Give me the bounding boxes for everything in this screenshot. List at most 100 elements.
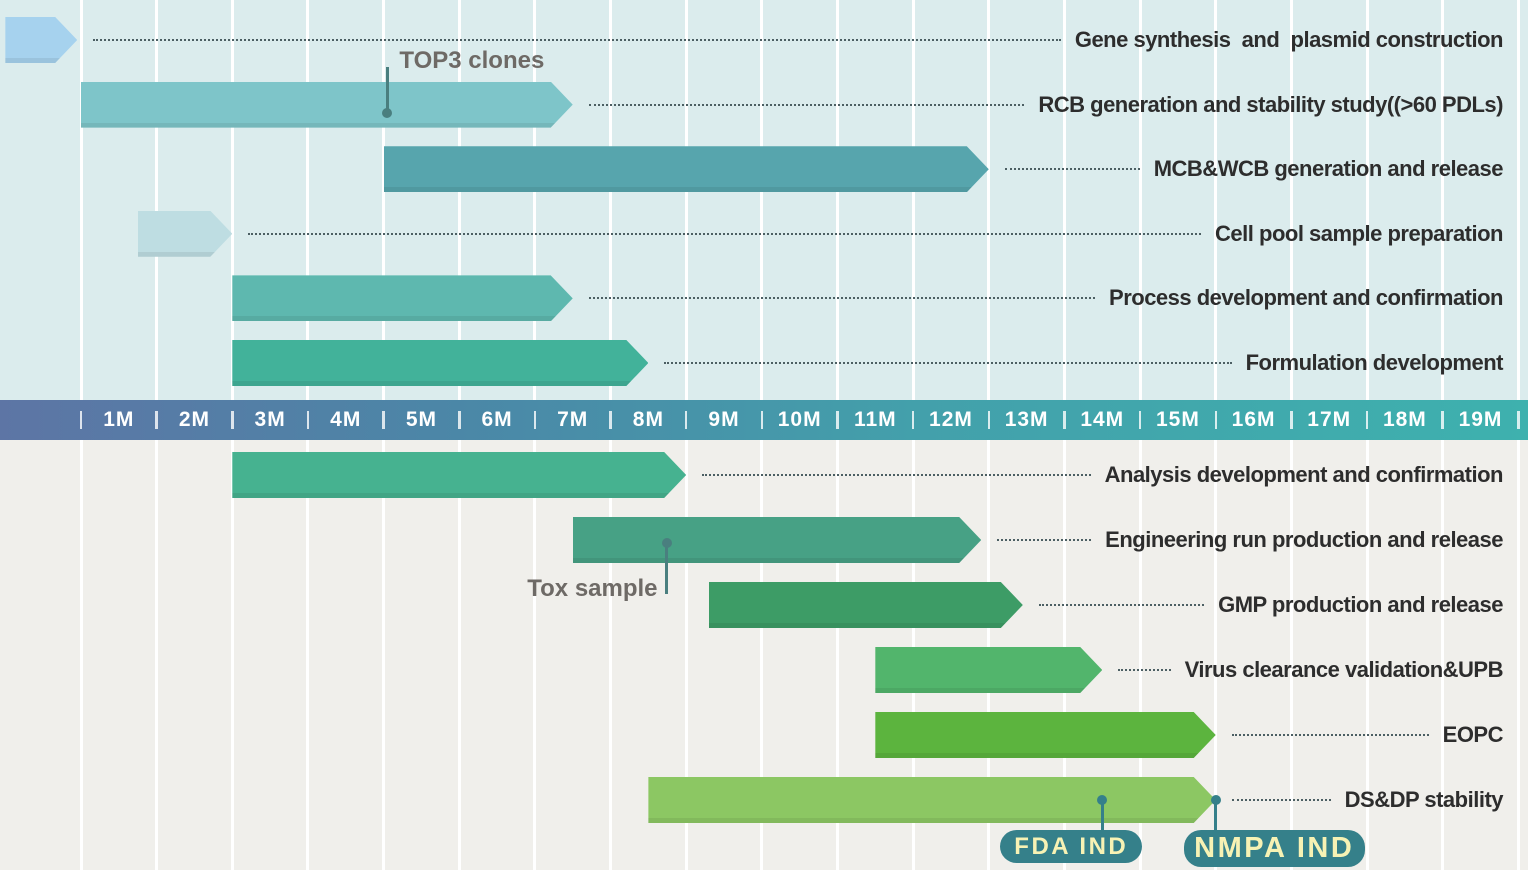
gridline <box>155 440 159 870</box>
month-label-1m: 1M <box>103 408 135 431</box>
milestone-fda-ind: FDA IND <box>1000 830 1143 863</box>
month-label-3m: 3M <box>254 408 286 431</box>
leader-dotted-line <box>248 232 1202 235</box>
task-label-rcb-generation-and-stability-study-60-pd: RCB generation and stability study((>60 … <box>1038 91 1503 117</box>
gridline <box>382 440 386 870</box>
gridline <box>230 440 234 870</box>
month-label-18m: 18M <box>1382 408 1427 431</box>
task-row-mcb-wcb-generation-and-release: MCB&WCB generation and release <box>1004 154 1504 184</box>
task-bar-cell-pool-sample-preparation <box>138 211 233 257</box>
annotation-tox-sample: Tox sample <box>527 575 658 602</box>
task-bar-process-development-and-confirmation <box>232 275 572 321</box>
gridline <box>609 0 613 400</box>
month-label-10m: 10M <box>777 408 822 431</box>
gridline <box>684 0 688 400</box>
task-row-ds-dp-stability: DS&DP stability <box>1231 785 1504 815</box>
month-axis: 1M 2M 3M 4M 5M 6M 7M 8M 9M 10M 11M 12M 13M 14M 15M 16M 1… <box>0 400 1528 440</box>
gridline <box>1516 0 1520 400</box>
task-label-eopc: EOPC <box>1442 722 1504 747</box>
leader-dotted-line <box>93 39 1061 41</box>
top-section-background <box>0 0 1528 400</box>
gridline <box>306 0 310 400</box>
milestone-nmpa-ind: NMPA IND <box>1183 830 1365 867</box>
month-tick <box>382 411 385 429</box>
task-row-eopc: EOPC <box>1231 720 1504 750</box>
annotation-connector-dot <box>661 538 672 548</box>
leader-dotted-line <box>1231 799 1331 801</box>
gridline <box>1365 0 1369 400</box>
gridline <box>79 440 83 870</box>
task-bar-analysis-development-and-confirmation <box>232 452 686 498</box>
task-label-cell-pool-sample-preparation: Cell pool sample preparation <box>1215 220 1503 246</box>
task-row-engineering-run-production-and-release: Engineering run production and release <box>997 525 1503 555</box>
task-row-gmp-production-and-release: GMP production and release <box>1038 590 1503 620</box>
task-row-formulation-development: Formulation development <box>664 348 1504 378</box>
annotation-connector-line <box>665 543 669 594</box>
month-tick <box>911 411 915 429</box>
month-tick <box>1290 411 1293 429</box>
month-tick <box>760 411 764 429</box>
annotation-connector-line <box>385 66 389 113</box>
leader-dotted-line <box>1038 604 1205 606</box>
gridline <box>1441 440 1445 870</box>
task-label-gmp-production-and-release: GMP production and release <box>1218 592 1503 617</box>
leader-dotted-line <box>1231 734 1429 736</box>
task-row-cell-pool-sample-preparation: Cell pool sample preparation <box>248 219 1503 249</box>
leader-dotted-line <box>588 297 1096 300</box>
month-tick <box>533 411 537 429</box>
month-label-8m: 8M <box>632 408 664 431</box>
month-label-11m: 11M <box>853 408 897 431</box>
gridline <box>1516 440 1520 870</box>
gridline <box>533 0 537 400</box>
month-tick <box>987 411 991 429</box>
task-row-analysis-development-and-confirmation: Analysis development and confirmation <box>702 460 1504 490</box>
annotation-connector-dot <box>382 107 393 118</box>
task-label-process-development-and-confirmation: Process development and confirmation <box>1109 285 1503 311</box>
leader-dotted-line <box>1118 669 1171 671</box>
gridline <box>836 440 839 870</box>
month-label-14m: 14M <box>1080 408 1125 431</box>
gridline <box>533 440 537 870</box>
month-tick <box>1063 411 1066 429</box>
leader-dotted-line <box>664 362 1232 364</box>
gridline <box>230 0 234 400</box>
task-label-analysis-development-and-confirmation: Analysis development and confirmation <box>1104 462 1504 487</box>
month-tick <box>1441 411 1444 429</box>
task-label-engineering-run-production-and-release: Engineering run production and release <box>1105 527 1503 552</box>
gridline <box>609 440 613 870</box>
month-tick <box>306 411 310 429</box>
leader-dotted-line <box>1004 168 1140 171</box>
gridline <box>1214 0 1218 400</box>
task-row-process-development-and-confirmation: Process development and confirmation <box>588 283 1503 313</box>
month-label-5m: 5M <box>405 408 437 431</box>
month-label-4m: 4M <box>330 408 362 431</box>
milestone-nmpa-ind-dot <box>1210 795 1221 805</box>
month-tick <box>79 411 83 429</box>
task-bar-virus-clearance-validation-upb <box>875 647 1102 693</box>
month-label-6m: 6M <box>481 408 513 431</box>
task-label-mcb-wcb-generation-and-release: MCB&WCB generation and release <box>1153 156 1504 182</box>
month-label-13m: 13M <box>1004 408 1049 431</box>
gridline <box>760 440 764 870</box>
task-row-virus-clearance-validation-upb: Virus clearance validation&UPB <box>1118 655 1504 685</box>
gridline <box>1138 440 1142 870</box>
month-tick <box>1214 411 1217 429</box>
gridline <box>382 0 386 400</box>
task-label-virus-clearance-validation-upb: Virus clearance validation&UPB <box>1184 657 1504 682</box>
task-label-formulation-development: Formulation development <box>1245 350 1504 375</box>
gridline <box>760 0 764 400</box>
month-label-12m: 12M <box>929 408 973 431</box>
annotation-top3-clones: TOP3 clones <box>399 46 545 74</box>
gridline <box>457 440 461 870</box>
task-bar-gmp-production-and-release <box>709 582 1023 628</box>
month-tick <box>458 411 461 429</box>
month-tick <box>231 411 234 429</box>
milestone-fda-ind-dot <box>1097 795 1108 805</box>
gridline <box>1365 440 1369 870</box>
leader-dotted-line <box>588 103 1025 106</box>
month-label-2m: 2M <box>178 408 211 431</box>
milestone-nmpa-ind-line <box>1214 800 1218 831</box>
task-bar-eopc <box>875 712 1215 758</box>
month-tick <box>684 411 688 429</box>
task-row-rcb-generation-and-stability-study-60-pd: RCB generation and stability study((>60 … <box>588 90 1503 120</box>
